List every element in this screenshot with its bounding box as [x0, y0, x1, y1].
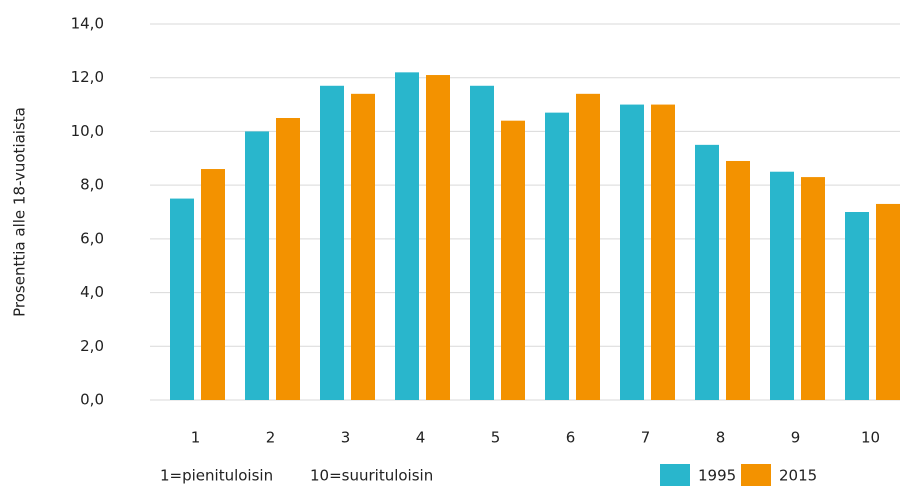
legend-swatch — [741, 464, 771, 486]
bar — [351, 93, 375, 400]
bar — [501, 120, 525, 400]
bar — [545, 112, 569, 400]
y-axis-label: Prosenttia alle 18-vuotiaista — [11, 107, 29, 317]
y-tick-label: 10,0 — [71, 122, 104, 140]
x-tick-label: 10 — [861, 429, 880, 447]
bar — [201, 169, 225, 400]
bar — [845, 212, 869, 400]
bar — [620, 104, 644, 401]
bar — [651, 104, 675, 401]
x-tick-label: 9 — [791, 429, 801, 447]
legend-swatch — [660, 464, 690, 486]
x-tick-label: 2 — [266, 429, 276, 447]
bar — [576, 93, 600, 400]
legend-label: 2015 — [779, 467, 817, 485]
bar — [470, 85, 494, 401]
bar — [726, 160, 750, 400]
bar — [276, 118, 300, 400]
y-tick-label: 0,0 — [80, 391, 104, 409]
bar — [695, 144, 719, 400]
x-tick-label: 4 — [416, 429, 426, 447]
x-tick-label: 8 — [716, 429, 726, 447]
bar — [320, 85, 344, 401]
y-tick-label: 2,0 — [80, 337, 104, 355]
x-tick-label: 3 — [341, 429, 351, 447]
bar — [876, 203, 900, 400]
bar — [801, 177, 825, 400]
annotation: 10=suurituloisin — [310, 467, 433, 485]
x-tick-label: 1 — [191, 429, 201, 447]
x-tick-label: 7 — [641, 429, 651, 447]
legend-label: 1995 — [698, 467, 736, 485]
x-tick-label: 6 — [566, 429, 576, 447]
y-tick-label: 6,0 — [80, 229, 104, 247]
annotation: 1=pienituloisin — [160, 467, 273, 485]
y-tick-label: 14,0 — [71, 15, 104, 33]
x-tick-label: 5 — [491, 429, 501, 447]
bar — [245, 131, 269, 400]
y-tick-label: 12,0 — [71, 68, 104, 86]
bar — [426, 75, 450, 401]
bar — [170, 198, 194, 400]
bar — [395, 72, 419, 400]
y-tick-label: 4,0 — [80, 283, 104, 301]
y-tick-label: 8,0 — [80, 176, 104, 194]
bar — [770, 171, 794, 400]
